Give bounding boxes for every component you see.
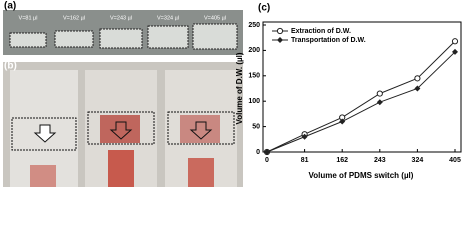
photo-label: V=405 µl [204, 15, 226, 21]
data-point [452, 48, 458, 55]
x-tick-label: 405 [449, 157, 461, 164]
plot-frame [262, 21, 462, 153]
y-tick-label: 200 [248, 47, 260, 54]
panel-label: (a) [4, 1, 16, 12]
photo-label: V=162 µl [63, 15, 85, 21]
x-tick-label: 0 [265, 157, 269, 164]
data-point [339, 118, 346, 125]
photo-label: V=243 µl [110, 15, 132, 21]
cuvettes [9, 23, 238, 50]
x-tick-label: 81 [301, 157, 309, 164]
photo-label: V=81 µl [19, 15, 38, 21]
data-point [451, 38, 459, 45]
panel-label: (c) [258, 3, 270, 14]
x-tick-label: 324 [412, 157, 424, 164]
legend-marker [277, 37, 283, 43]
legend-label: Transportation of D.W. [291, 37, 366, 44]
y-tick-label: 100 [248, 98, 260, 105]
devices [10, 70, 237, 187]
legend-label: Extraction of D.W. [291, 28, 351, 35]
x-tick-label: 162 [336, 157, 348, 164]
data-point [376, 90, 383, 97]
panel-label: (b) [4, 61, 17, 72]
x-tick-label: 243 [374, 157, 386, 164]
y-tick-label: 0 [256, 149, 260, 156]
y-tick-label: 50 [252, 123, 260, 130]
series-line [266, 40, 456, 153]
data-point [264, 149, 270, 155]
data-point [414, 85, 421, 92]
figure: (a) (b) (c) V=81 µl V=162 µl V=243 µl V=324 µl… [3, 1, 462, 187]
page: {"panel_labels": ["(a)", "(b)", "(c)"], … [3, 0, 462, 187]
data-point [301, 133, 308, 140]
y-axis-title: Volume of D.W. (µl) [235, 52, 244, 124]
series-line [266, 51, 456, 153]
photo-label: V=324 µl [157, 15, 179, 21]
data-point [376, 99, 383, 106]
data-point [414, 75, 421, 82]
legend-marker [276, 27, 284, 35]
y-tick-label: 250 [248, 22, 260, 29]
y-tick-label: 150 [248, 73, 260, 80]
x-axis-title: Volume of PDMS switch (µl) [309, 171, 414, 180]
